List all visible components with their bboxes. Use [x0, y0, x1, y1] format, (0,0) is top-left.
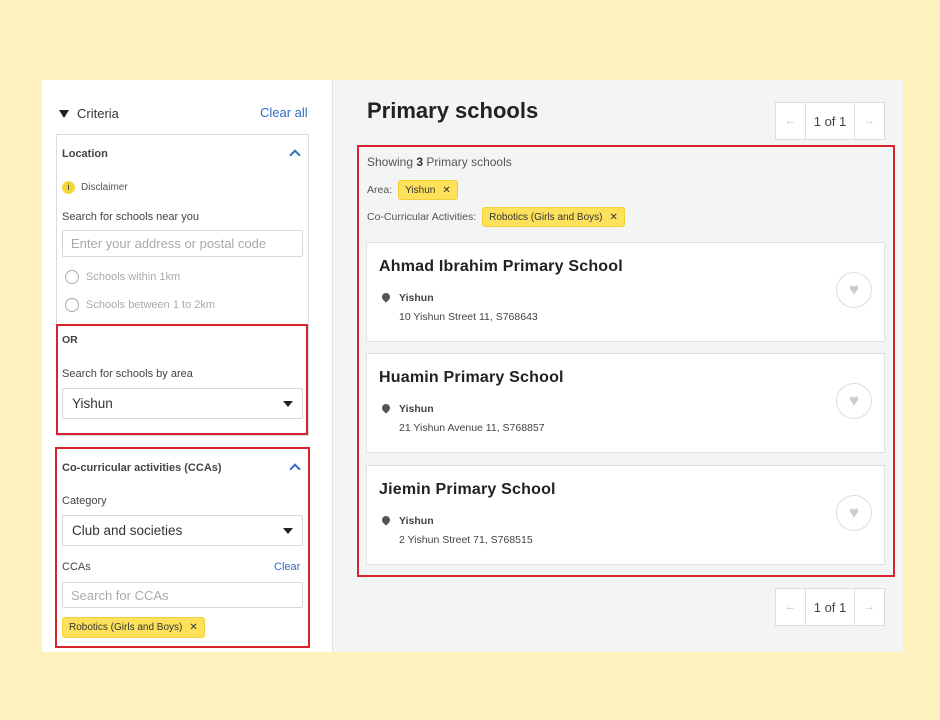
- radio-within-1km[interactable]: Schools within 1km: [65, 270, 180, 284]
- area-value: Yishun: [72, 396, 113, 411]
- cca-chip: Robotics (Girls and Boys) ✕: [482, 207, 625, 227]
- heart-icon[interactable]: ♥: [836, 495, 872, 531]
- school-name[interactable]: Ahmad Ibrahim Primary School: [379, 258, 623, 275]
- area-filter-row: Area: Yishun ✕: [367, 180, 458, 200]
- category-value: Club and societies: [72, 523, 183, 538]
- school-card[interactable]: Huamin Primary School Yishun 21 Yishun A…: [366, 353, 885, 453]
- page-indicator: 1 of 1: [805, 589, 855, 625]
- school-card[interactable]: Jiemin Primary School Yishun 2 Yishun St…: [366, 465, 885, 565]
- criteria-title: Criteria: [77, 106, 119, 121]
- area-label: Search for schools by area: [62, 368, 193, 380]
- area-highlight: [56, 324, 308, 435]
- area-chip: Yishun ✕: [398, 180, 458, 200]
- cca-chip: Robotics (Girls and Boys) ✕: [62, 617, 205, 638]
- category-select[interactable]: Club and societies: [62, 515, 303, 546]
- area-select[interactable]: Yishun: [62, 388, 303, 419]
- cca-filter-label: Co-Curricular Activities:: [367, 211, 477, 223]
- location-pin-icon: [380, 514, 392, 526]
- filter-icon: [59, 109, 69, 118]
- next-page-button[interactable]: →: [864, 601, 875, 613]
- page-indicator: 1 of 1: [805, 103, 855, 139]
- radio-label: Schools within 1km: [86, 271, 181, 283]
- radio-1-to-2km[interactable]: Schools between 1 to 2km: [65, 298, 215, 312]
- school-address: 2 Yishun Street 71, S768515: [399, 534, 533, 546]
- radio-circle[interactable]: [65, 298, 79, 312]
- caret-down-icon: [283, 527, 293, 534]
- caret-down-icon: [283, 400, 293, 407]
- clear-ccas-link[interactable]: Clear: [274, 561, 301, 573]
- location-title: Location: [62, 148, 108, 160]
- remove-icon[interactable]: ✕: [609, 211, 618, 223]
- radio-circle[interactable]: [65, 270, 79, 284]
- showing-count: 3: [416, 155, 424, 169]
- location-pin-icon: [380, 291, 392, 303]
- showing-prefix: Showing: [367, 155, 414, 169]
- showing-suffix: Primary schools: [426, 155, 512, 169]
- school-card[interactable]: Ahmad Ibrahim Primary School Yishun 10 Y…: [366, 242, 885, 342]
- criteria-header: Criteria: [59, 106, 119, 121]
- school-area: Yishun: [399, 515, 434, 527]
- location-pin-icon: [380, 402, 392, 414]
- chip-label: Yishun: [405, 184, 436, 196]
- chip-label: Robotics (Girls and Boys): [489, 211, 603, 223]
- disclaimer-link[interactable]: Disclaimer: [81, 182, 128, 193]
- remove-icon[interactable]: ✕: [189, 622, 198, 633]
- radio-label: Schools between 1 to 2km: [86, 299, 216, 311]
- clear-all-link[interactable]: Clear all: [260, 105, 308, 120]
- cca-filter-row: Co-Curricular Activities: Robotics (Girl…: [367, 207, 625, 227]
- results-highlight: [357, 145, 895, 577]
- cca-search-placeholder: Search for CCAs: [71, 587, 169, 603]
- page-title: Primary schools: [367, 98, 539, 123]
- near-you-label: Search for schools near you: [62, 211, 199, 223]
- school-area: Yishun: [399, 403, 434, 415]
- prev-page-button[interactable]: ←: [785, 601, 796, 613]
- pagination-top: ← 1 of 1 →: [775, 102, 885, 140]
- school-name[interactable]: Huamin Primary School: [379, 369, 564, 386]
- results-count: Showing 3 Primary schools: [367, 155, 512, 169]
- info-icon: i: [62, 181, 75, 194]
- location-section: [56, 134, 309, 436]
- heart-icon[interactable]: ♥: [836, 272, 872, 308]
- cca-section: [55, 447, 310, 648]
- or-label: OR: [62, 334, 78, 346]
- prev-page-button[interactable]: ←: [785, 115, 796, 127]
- category-label: Category: [62, 495, 107, 507]
- school-area: Yishun: [399, 292, 434, 304]
- school-name[interactable]: Jiemin Primary School: [379, 481, 556, 498]
- address-input[interactable]: Enter your address or postal code: [62, 230, 303, 257]
- area-filter-label: Area:: [367, 184, 393, 196]
- remove-icon[interactable]: ✕: [442, 184, 451, 196]
- pagination-bottom: ← 1 of 1 →: [775, 588, 885, 626]
- ccas-label: CCAs: [62, 561, 91, 573]
- chip-label: Robotics (Girls and Boys): [69, 622, 183, 633]
- school-address: 10 Yishun Street 11, S768643: [399, 311, 538, 323]
- school-address: 21 Yishun Avenue 11, S768857: [399, 422, 545, 434]
- address-placeholder: Enter your address or postal code: [71, 236, 267, 251]
- cca-title: Co-curricular activities (CCAs): [62, 462, 222, 474]
- heart-icon[interactable]: ♥: [836, 383, 872, 419]
- cca-search-input[interactable]: Search for CCAs: [62, 582, 303, 608]
- next-page-button[interactable]: →: [864, 115, 875, 127]
